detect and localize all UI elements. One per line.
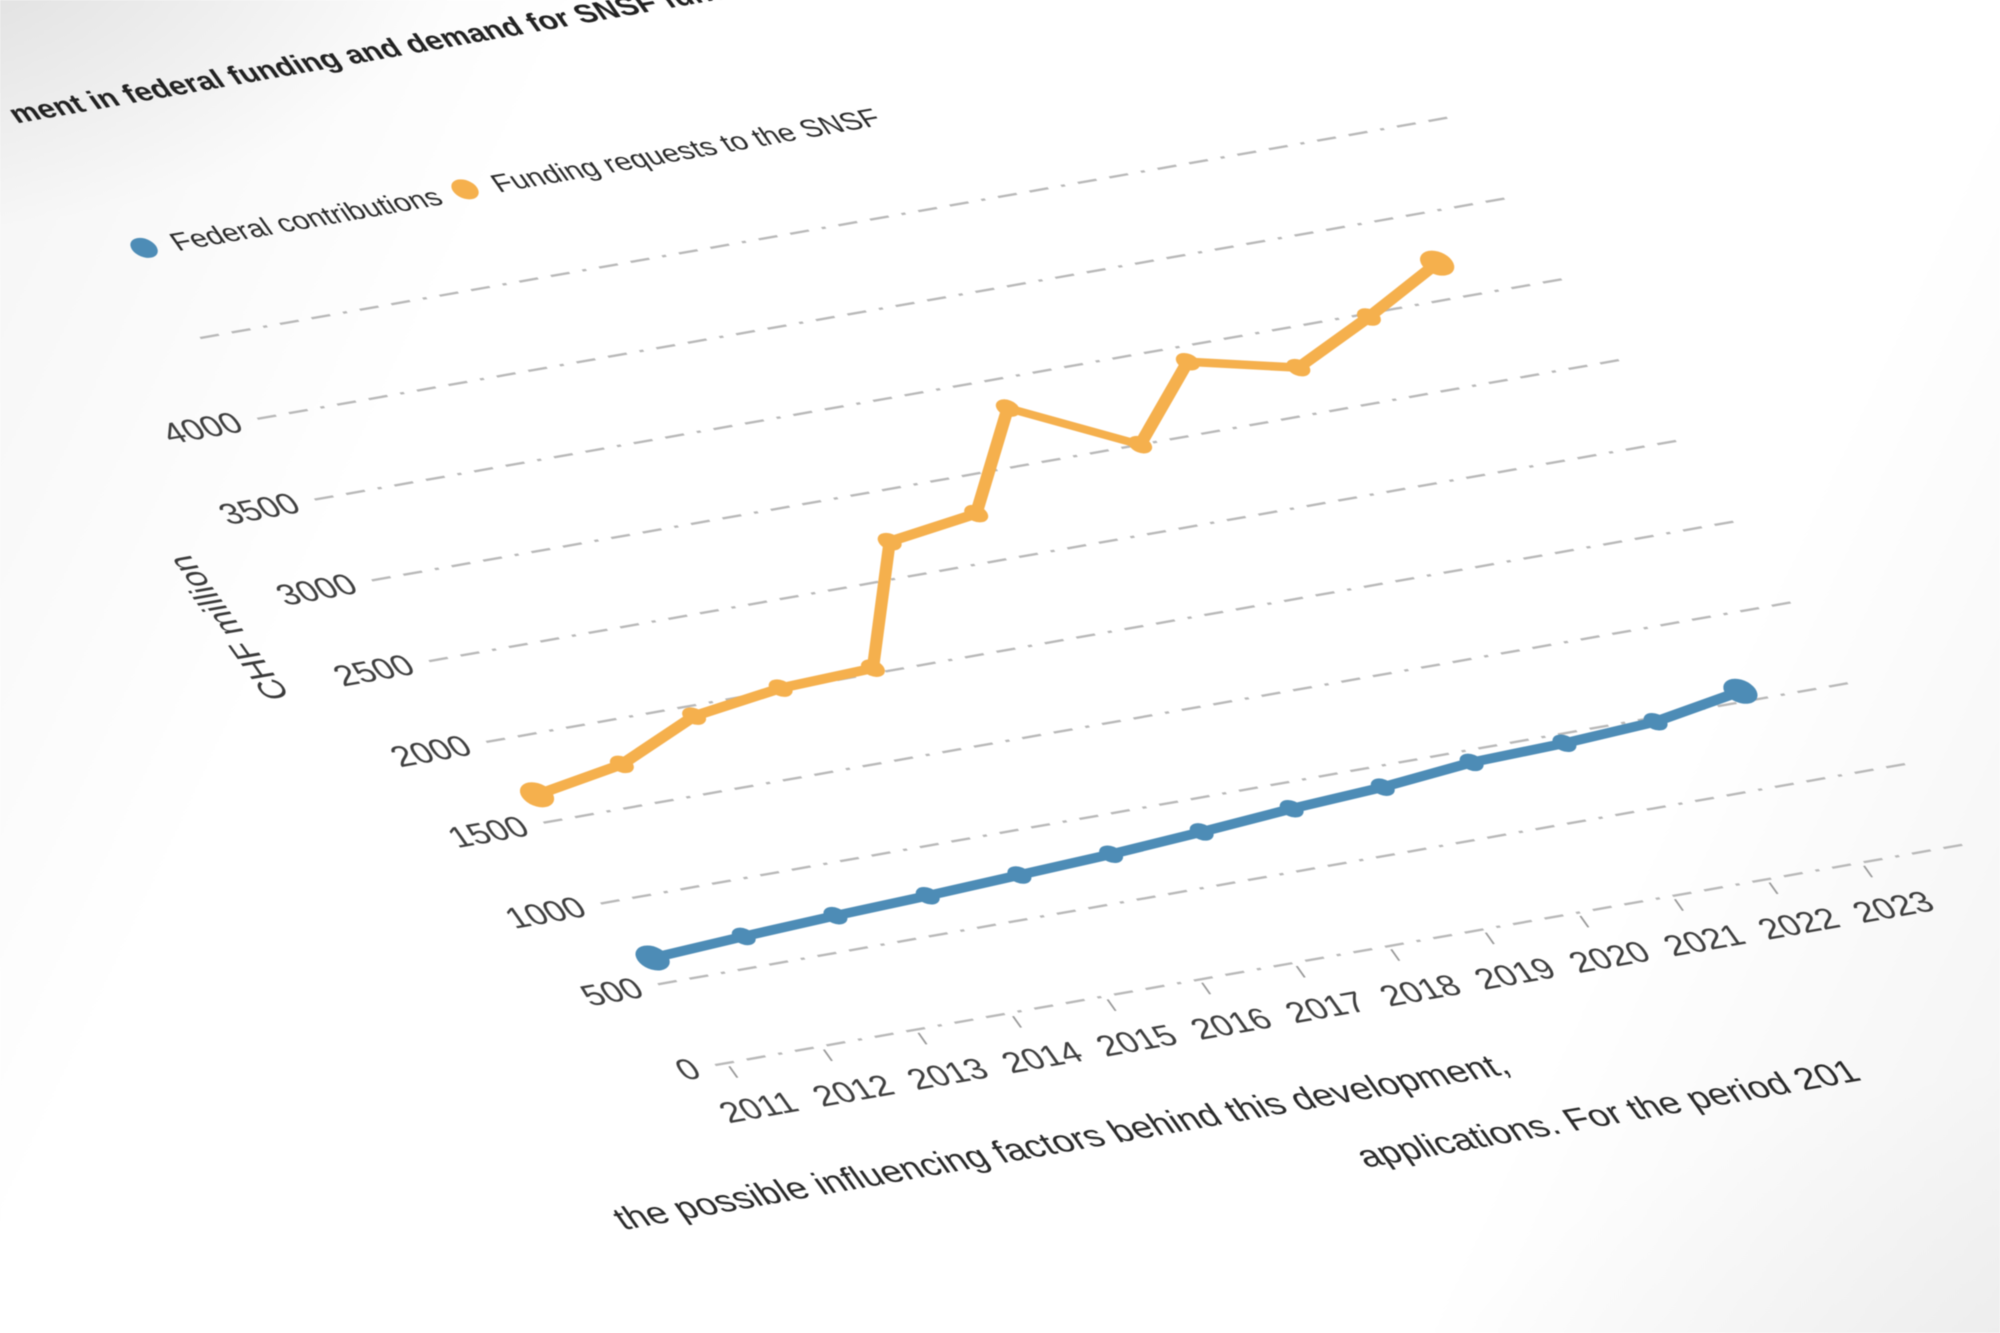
x-tick-label-2011: 2011	[712, 1086, 806, 1130]
y-axis-title: CHF million	[160, 553, 299, 703]
x-tick-2018	[1390, 949, 1401, 961]
data-point-2016	[877, 532, 902, 551]
data-point-2015	[860, 659, 885, 677]
x-tick-2023	[1863, 865, 1874, 878]
axis-ticks	[728, 865, 1874, 1078]
y-tick-label-3000: 3000	[269, 568, 365, 612]
legend-label-federal-contributions: Federal contributions	[164, 183, 449, 256]
x-tick-label-2015: 2015	[1089, 1019, 1185, 1063]
data-point-2019	[1128, 435, 1153, 454]
data-point-2023	[1723, 678, 1758, 704]
data-point-2016	[1099, 845, 1124, 864]
x-tick-label-2012: 2012	[805, 1069, 901, 1113]
data-point-2017	[1189, 823, 1214, 841]
x-tick-label-2017: 2017	[1278, 986, 1374, 1030]
x-tick-label-2013: 2013	[900, 1052, 996, 1096]
x-tick-2022	[1768, 882, 1779, 895]
data-point-2014	[768, 679, 793, 697]
gridline-1000	[599, 682, 1849, 905]
x-tick-2020	[1579, 915, 1590, 928]
gridline-1500	[542, 601, 1792, 824]
x-tick-label-2014: 2014	[994, 1036, 1090, 1080]
y-tick-label-500: 500	[573, 972, 651, 1013]
data-point-2019	[1370, 778, 1395, 796]
x-tick-label-2021: 2021	[1656, 919, 1752, 963]
gridline-2000	[485, 520, 1735, 744]
data-point-2020	[1459, 753, 1484, 772]
data-point-2020	[1175, 352, 1200, 371]
gridline-4500	[199, 116, 1448, 340]
y-tick-label-1000: 1000	[498, 891, 594, 935]
data-series	[519, 250, 1758, 971]
data-point-2018	[995, 399, 1020, 417]
y-tick-label-1500: 1500	[440, 810, 536, 854]
x-tick-label-2020: 2020	[1562, 935, 1658, 979]
data-point-2022	[1356, 308, 1381, 326]
gridline-500	[657, 762, 1906, 986]
data-point-2022	[1643, 712, 1668, 731]
data-point-2017	[964, 504, 989, 523]
data-point-2014	[915, 886, 940, 905]
x-tick-2019	[1484, 932, 1495, 945]
x-tick-label-2018: 2018	[1372, 969, 1468, 1013]
data-point-2013	[682, 707, 707, 725]
data-point-2011	[635, 945, 670, 971]
y-axis-labels: 0 500 1000 1500 2000 2500 3000 3500 4000	[154, 406, 709, 1087]
data-point-2021	[1552, 734, 1577, 753]
gridline-4000	[256, 197, 1506, 420]
data-point-2018	[1279, 799, 1304, 818]
data-point-2015	[1007, 866, 1032, 884]
x-tick-2013	[917, 1032, 928, 1045]
gridlines	[199, 116, 1963, 1067]
x-tick-2017	[1295, 965, 1306, 978]
y-tick-label-2000: 2000	[383, 730, 479, 774]
data-point-2023	[1420, 250, 1455, 276]
x-tick-label-2023: 2023	[1845, 885, 1941, 929]
x-tick-label-2019: 2019	[1467, 952, 1563, 996]
data-point-2012	[609, 755, 634, 774]
chart-legend: Federal contributions Funding requests t…	[130, 104, 888, 258]
data-point-2011	[519, 782, 555, 808]
y-tick-label-2500: 2500	[326, 649, 422, 693]
data-point-2021	[1286, 358, 1311, 377]
data-point-2012	[731, 927, 756, 946]
series-line	[531, 258, 1444, 800]
gridline-0	[714, 843, 1963, 1067]
x-tick-2011	[728, 1066, 739, 1078]
x-tick-2016	[1201, 982, 1212, 995]
legend-dot-federal-contributions	[130, 237, 158, 258]
series-funding-requests	[519, 250, 1455, 808]
x-tick-label-2022: 2022	[1751, 902, 1847, 946]
x-tick-2012	[822, 1049, 833, 1062]
gridline-3500	[313, 278, 1563, 501]
x-tick-label-2016: 2016	[1183, 1002, 1279, 1046]
chart-title: ment in federal funding and demand for S…	[2, 0, 781, 129]
x-tick-2015	[1106, 999, 1117, 1012]
y-tick-label-4000: 4000	[154, 406, 250, 450]
y-tick-label-0: 0	[668, 1053, 709, 1087]
legend-dot-funding-requests	[451, 179, 479, 200]
legend-label-funding-requests: Funding requests to the SNSF	[485, 104, 888, 198]
y-tick-label-3500: 3500	[211, 487, 307, 531]
series-federal-contributions	[635, 678, 1758, 971]
x-tick-2014	[1012, 1015, 1023, 1028]
gridline-2500	[428, 439, 1677, 663]
data-point-2013	[823, 906, 848, 925]
x-tick-2021	[1673, 899, 1684, 911]
